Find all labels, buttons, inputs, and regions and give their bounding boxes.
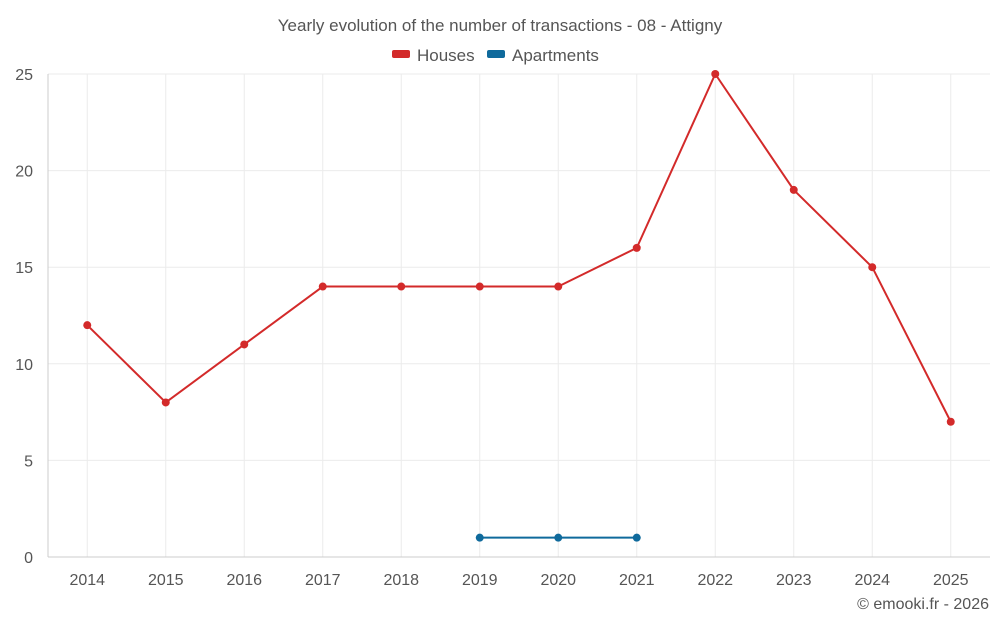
series (83, 70, 955, 542)
data-point-apartments[interactable] (475, 533, 484, 542)
x-tick-label: 2025 (933, 572, 969, 589)
x-tick-label: 2015 (148, 572, 184, 589)
y-tick-label: 15 (15, 260, 33, 277)
legend-swatch-apartments (487, 50, 505, 58)
x-tick-label: 2020 (540, 572, 576, 589)
data-point-houses[interactable] (240, 340, 249, 349)
x-tick-label: 2024 (854, 572, 890, 589)
data-point-houses[interactable] (318, 282, 327, 291)
x-tick-label: 2023 (776, 572, 812, 589)
data-point-apartments[interactable] (554, 533, 563, 542)
legend-item-apartments[interactable]: Apartments (487, 46, 599, 65)
x-tick-label: 2016 (226, 572, 262, 589)
x-tick-label: 2018 (383, 572, 419, 589)
legend-label-houses: Houses (417, 46, 475, 65)
x-tick-label: 2014 (69, 572, 105, 589)
grid (48, 73, 990, 557)
data-point-houses[interactable] (789, 185, 798, 194)
data-point-houses[interactable] (632, 243, 641, 252)
series-apartments (475, 533, 641, 542)
credit-text: © emooki.fr - 2026 (857, 596, 989, 613)
y-tick-label: 0 (24, 550, 33, 567)
series-line-houses (86, 73, 952, 423)
legend-label-apartments: Apartments (512, 46, 599, 65)
data-point-houses[interactable] (554, 282, 563, 291)
data-point-houses[interactable] (161, 398, 170, 407)
legend-item-houses[interactable]: Houses (392, 46, 475, 65)
y-tick-label: 10 (15, 357, 33, 374)
y-tick-label: 25 (15, 67, 33, 84)
data-point-houses[interactable] (868, 263, 877, 272)
y-tick-label: 5 (24, 453, 33, 470)
data-point-houses[interactable] (475, 282, 484, 291)
x-tick-label: 2021 (619, 572, 655, 589)
x-tick-label: 2019 (462, 572, 498, 589)
x-tick-label: 2022 (697, 572, 733, 589)
series-houses (83, 70, 955, 426)
y-tick-label: 20 (15, 164, 33, 181)
legend: Houses Apartments (392, 46, 599, 65)
chart-title: Yearly evolution of the number of transa… (278, 16, 723, 35)
data-point-houses[interactable] (83, 321, 92, 330)
data-point-houses[interactable] (946, 417, 955, 426)
legend-swatch-houses (392, 50, 410, 58)
data-point-apartments[interactable] (632, 533, 641, 542)
x-tick-label: 2017 (305, 572, 341, 589)
data-point-houses[interactable] (397, 282, 406, 291)
data-point-houses[interactable] (711, 70, 720, 78)
